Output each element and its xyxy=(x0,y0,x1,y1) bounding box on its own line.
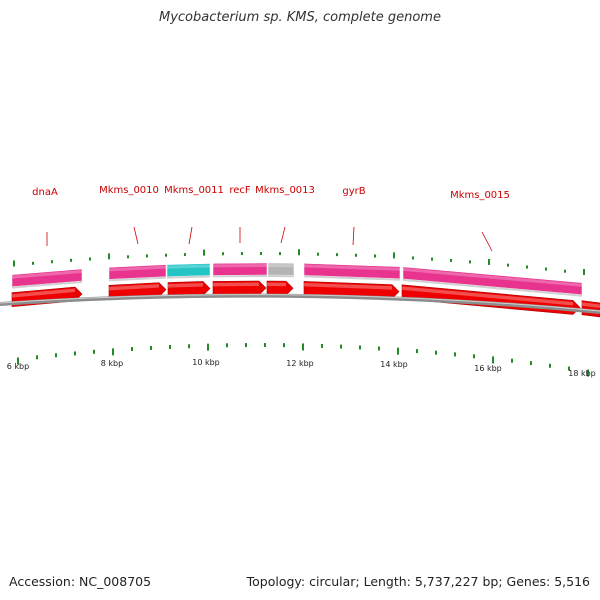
scale-tick-label: 18 kbp xyxy=(568,369,596,378)
gene-label-line xyxy=(280,226,286,244)
gene-label: Mkms_0013 xyxy=(255,185,315,196)
cds-arrow xyxy=(212,280,267,296)
gene-bar-highlight xyxy=(213,264,267,268)
cds-arrow-highlight xyxy=(582,302,600,308)
cds-arrow-highlight xyxy=(402,286,573,306)
cds-arrow-highlight xyxy=(213,282,259,287)
scale-tick-label: 16 kbp xyxy=(474,364,502,373)
gene-label: recF xyxy=(229,185,251,196)
gene-bar-highlight xyxy=(167,264,210,269)
gene-label-line xyxy=(352,226,355,246)
cds-arrow-highlight xyxy=(109,284,159,291)
cds-arrow xyxy=(303,281,400,299)
map-title: Mycobacterium sp. KMS, complete genome xyxy=(159,10,441,25)
gene-label: Mkms_0010 xyxy=(99,185,159,196)
gene-bar xyxy=(166,263,211,277)
gene-bar xyxy=(212,262,268,276)
gene-bar-shadow xyxy=(167,275,210,279)
scale-tick-label: 8 kbp xyxy=(101,359,123,368)
gene-bar xyxy=(303,263,401,279)
gene-labels: dnaA Mkms_0010 Mkms_0011 recF Mkms_0013 gyrB M… xyxy=(32,185,510,201)
gene-bar-highlight xyxy=(12,270,82,279)
scale-tick-label: 6 kbp xyxy=(7,362,29,371)
genome-summary: Topology: circular; Length: 5,737,227 bp… xyxy=(246,574,590,589)
gene-bars xyxy=(11,262,583,297)
gene-bar xyxy=(108,264,167,280)
accession-label: Accession: NC_008705 xyxy=(9,574,152,589)
gene-bar-shadow xyxy=(304,275,400,281)
cds-arrow-highlight xyxy=(12,288,75,298)
cds-arrow xyxy=(167,281,211,297)
scale-tick-labels: 6 kbp 8 kbp 10 kbp 12 kbp 14 kbp 16 kbp 18 kbp xyxy=(7,358,596,378)
cds-arrow-highlight xyxy=(267,282,286,287)
gene-bar xyxy=(11,268,83,287)
lower-tick-marks xyxy=(17,343,589,377)
gene-label-lines xyxy=(46,226,493,252)
gene-label: Mkms_0015 xyxy=(450,190,510,201)
gene-bar xyxy=(402,266,583,295)
gene-bar-highlight xyxy=(109,265,166,272)
gene-label-line xyxy=(188,226,193,245)
scale-tick-label: 14 kbp xyxy=(380,360,408,369)
gene-label-line xyxy=(481,231,493,252)
upper-tick-marks xyxy=(13,249,585,275)
cds-arrow-highlight xyxy=(168,282,203,288)
gene-bar xyxy=(267,262,295,276)
gene-label: gyrB xyxy=(342,186,365,197)
gene-bar-shadow xyxy=(213,275,267,278)
gene-bar-shadow xyxy=(268,275,294,278)
genome-backbone xyxy=(0,293,600,314)
gene-bar-shadow xyxy=(403,278,582,297)
gene-bar-shadow xyxy=(12,281,82,289)
gene-label: Mkms_0011 xyxy=(164,185,224,196)
gene-label-line xyxy=(133,226,139,245)
gene-bar-highlight xyxy=(403,267,582,287)
cds-arrow xyxy=(266,280,294,296)
gene-bar-highlight xyxy=(304,264,400,271)
gene-bar-shadow xyxy=(109,276,166,282)
gene-bar-highlight xyxy=(268,264,294,268)
genome-backbone-highlight xyxy=(0,294,600,312)
cds-arrow-highlight xyxy=(304,282,392,290)
scale-tick-label: 10 kbp xyxy=(192,358,220,367)
scale-tick-label: 12 kbp xyxy=(286,359,314,368)
gene-label: dnaA xyxy=(32,187,58,198)
cds-arrows xyxy=(11,280,600,318)
